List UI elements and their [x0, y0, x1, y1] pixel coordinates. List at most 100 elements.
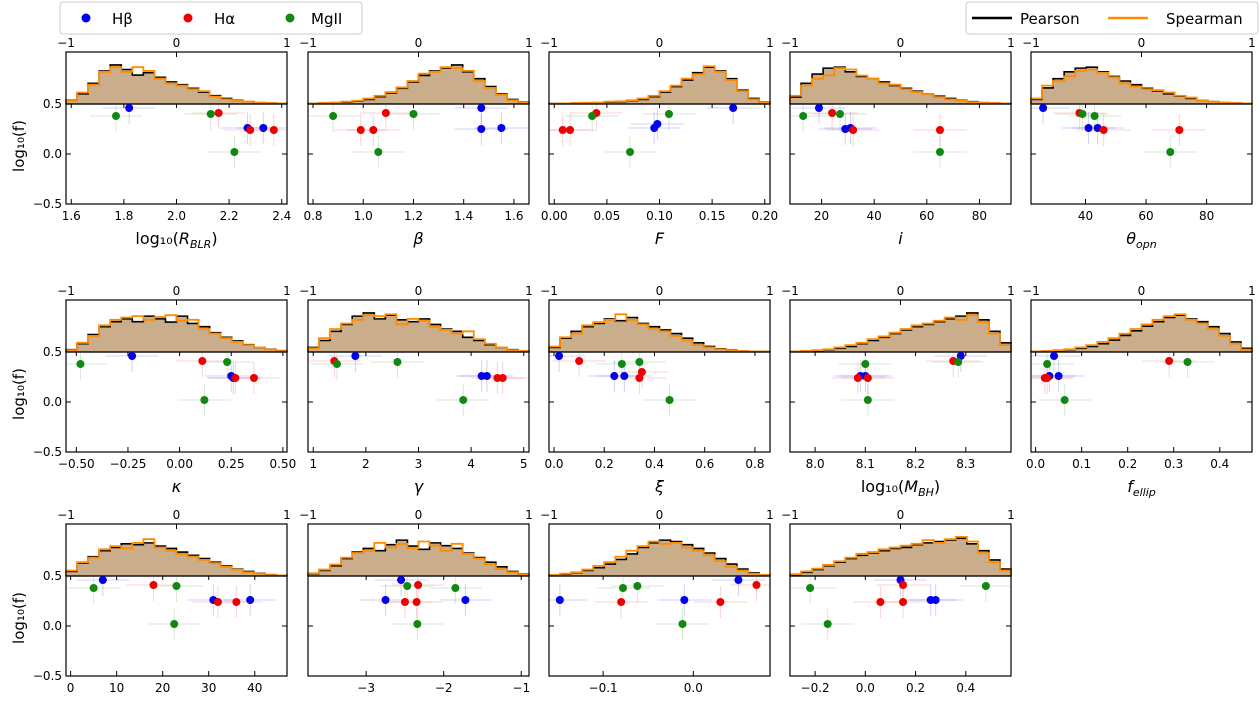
hist-spearman-line: [789, 314, 1012, 353]
x-tick-label: 5: [520, 457, 528, 471]
mgii-point: [678, 620, 687, 628]
x-tick-label: 0.05: [594, 209, 621, 223]
x-tick-label: 40: [867, 209, 882, 223]
mgii-point: [230, 148, 239, 156]
corr-tick-label: 0: [415, 284, 423, 298]
x-axis-label: F: [655, 229, 665, 248]
scatter-axis-frame: [307, 351, 530, 453]
x-tick-label: 2.2: [220, 209, 239, 223]
halpha-point: [1165, 357, 1174, 365]
corr-tick-label: 0: [1138, 284, 1146, 298]
hbeta-point: [1050, 352, 1059, 360]
panel-1: −1 0 1 0.5 0.0 −0.51.6 1.8 2.0 2.2 2.4 log₁₀(RBLR)…: [10, 36, 291, 251]
scatter-axis-frame: [307, 103, 530, 205]
hist-spearman-line: [65, 538, 288, 577]
halpha-point: [635, 374, 644, 382]
corr-tick-label: 0: [415, 36, 423, 50]
hist-spearman-line: [1030, 68, 1253, 105]
panel-3: −1 0 1 0.00 0.05 0.10 0.15 0.20 F: [540, 36, 778, 248]
y-tick-label: 0.0: [43, 619, 62, 633]
x-tick-label: 1.4: [454, 209, 473, 223]
mgii-point: [1166, 148, 1175, 156]
scatter-axis-frame: [1030, 103, 1253, 205]
corr-tick-label: 1: [1007, 36, 1015, 50]
halpha-point: [369, 126, 378, 134]
mgii-point: [451, 584, 460, 592]
y-tick-label: 0.5: [43, 97, 62, 111]
mgii-point: [1183, 358, 1192, 366]
corr-tick-label: 0: [656, 284, 664, 298]
scatter-axis-frame: [789, 103, 1012, 205]
y-tick-label: −0.5: [33, 197, 62, 211]
x-tick-label: 0.0: [684, 681, 703, 695]
mgii-point: [665, 396, 674, 404]
x-tick-label: −0.50: [58, 457, 95, 471]
hbeta-point: [477, 104, 486, 112]
halpha-point: [899, 581, 908, 589]
x-tick-label: 1.6: [62, 209, 81, 223]
mgii-point: [981, 582, 990, 590]
hist-spearman-line: [548, 65, 771, 105]
corr-tick-label: −1: [299, 284, 317, 298]
hist-spearman-line: [789, 536, 1012, 576]
y-tick-label: −0.5: [33, 669, 62, 683]
hist-spearman-line: [1030, 313, 1253, 353]
corr-tick-label: 0: [1138, 36, 1146, 50]
mgii-point: [459, 396, 468, 404]
hbeta-point: [246, 596, 255, 604]
x-tick-label: 0.25: [218, 457, 245, 471]
legend-series: Hβ Hα MgII: [59, 1, 363, 35]
hist-fill: [308, 64, 529, 104]
x-axis-label: log₁₀(σturb): [377, 701, 460, 703]
x-axis-label: κ: [172, 477, 182, 496]
halpha-point: [214, 109, 223, 117]
corr-tick-label: 1: [1248, 284, 1256, 298]
halpha-point: [231, 374, 240, 382]
hbeta-point: [1093, 124, 1102, 132]
panel-6: −1 0 1 0.5 0.0 −0.5−0.50 −0.25 0.00 0.25 0.50 κ log…: [10, 284, 296, 496]
halpha-point: [269, 126, 278, 134]
corr-tick-label: 0: [415, 508, 423, 522]
mgii-point: [635, 358, 644, 366]
hbeta-point: [653, 120, 662, 128]
halpha-point: [381, 109, 390, 117]
y-axis-label: log₁₀(f): [10, 592, 28, 644]
hist-fill: [66, 316, 287, 352]
legend-series-box: [59, 1, 363, 35]
hist-fill: [790, 538, 1011, 576]
x-tick-label: 40: [1078, 209, 1093, 223]
halpha-point: [935, 126, 944, 134]
x-tick-label: 0.6: [695, 457, 714, 471]
mgii-point: [393, 358, 402, 366]
halpha-point: [498, 374, 507, 382]
corr-tick-label: −1: [57, 36, 75, 50]
x-tick-label: 8.0: [806, 457, 825, 471]
mgii-point: [374, 148, 383, 156]
halpha-point: [617, 598, 626, 606]
x-axis-label: i: [898, 229, 903, 248]
panel-14: −1 0 1 −0.2 0.0 0.2 0.4 Ag: [781, 508, 1015, 703]
x-tick-label: 2: [362, 457, 370, 471]
hist-fill: [1031, 315, 1252, 352]
x-tick-label: 20: [814, 209, 829, 223]
mgii-point: [111, 112, 120, 120]
hbeta-point: [555, 352, 564, 360]
mgii-point: [863, 396, 872, 404]
x-tick-label: 1.8: [114, 209, 133, 223]
panel-9: −1 0 1 8.0 8.1 8.2 8.3 log₁₀(MBH): [781, 284, 1015, 499]
panel-10: −1 0 1 0.0 0.1 0.2 0.3 0.4 fellip: [1022, 284, 1256, 499]
halpha-point: [356, 126, 365, 134]
legend-label-halpha: Hα: [214, 10, 235, 28]
x-tick-label: 0.0: [856, 681, 875, 695]
x-tick-label: 8.3: [956, 457, 975, 471]
halpha-point: [198, 357, 207, 365]
panels: −1 0 10.50.0−0.51.6 1.8 2.0 2.2 2.4log₁₀(RBLR)…: [10, 36, 1256, 703]
scatter-axis-frame: [548, 575, 771, 677]
corr-tick-label: 0: [656, 36, 664, 50]
x-tick-label: 0.4: [956, 681, 975, 695]
corr-tick-label: 0: [897, 36, 905, 50]
mgii-point: [617, 360, 626, 368]
x-axis-label: ξ: [654, 477, 665, 496]
x-tick-label: 1.2: [404, 209, 423, 223]
hbeta-point: [477, 125, 486, 133]
